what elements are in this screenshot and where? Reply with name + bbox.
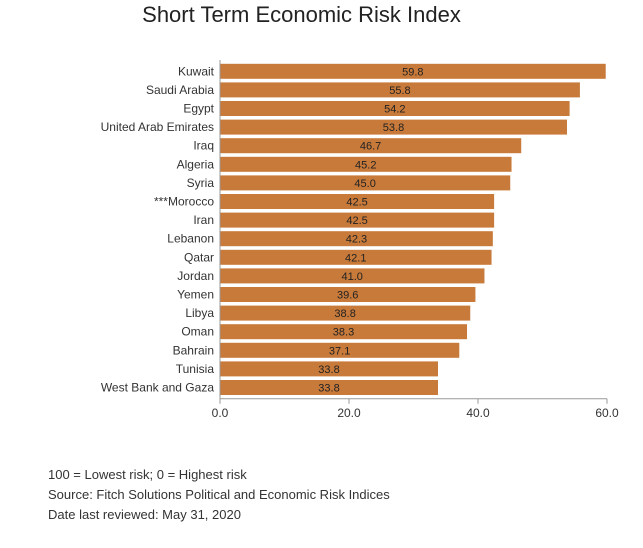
data-label: 55.8 [389, 85, 410, 97]
x-tick-label: 60.0 [595, 406, 619, 420]
data-label: 45.2 [355, 159, 376, 171]
category-label: Saudi Arabia [146, 83, 214, 97]
bar [220, 361, 439, 377]
bar-chart: Kuwait 59.8 Saudi Arabia 55.8 Egypt 54.2 Unite… [101, 60, 619, 420]
x-tick-label: 40.0 [466, 406, 490, 420]
category-label: Tunisia [176, 362, 215, 376]
category-label: Syria [187, 176, 215, 190]
category-label: Kuwait [178, 64, 215, 78]
source-note: Source: Fitch Solutions Political and Ec… [48, 487, 390, 502]
bar [220, 156, 512, 172]
category-label: Lebanon [167, 232, 214, 246]
bar [220, 380, 439, 395]
data-label: 42.5 [346, 197, 367, 209]
category-label: ***Morocco [154, 195, 214, 209]
x-tick-label: 20.0 [337, 406, 361, 420]
chart-title: Short Term Economic Risk Index [142, 2, 461, 27]
category-label: Oman [181, 325, 214, 339]
data-label: 33.8 [318, 383, 339, 395]
category-label: Algeria [177, 157, 215, 171]
category-label: Iran [193, 213, 214, 227]
data-label: 54.2 [384, 104, 405, 116]
bar [220, 175, 511, 191]
bar [220, 324, 468, 340]
bar [220, 212, 495, 228]
data-label: 59.8 [402, 66, 423, 78]
review-date-note: Date last reviewed: May 31, 2020 [48, 507, 241, 522]
data-label: 38.3 [333, 327, 354, 339]
data-label: 42.1 [345, 252, 366, 264]
data-label: 45.0 [354, 178, 375, 190]
chart-notes: 100 = Lowest risk; 0 = Highest risk Sour… [48, 465, 390, 525]
bar [220, 287, 476, 302]
bar [220, 101, 570, 116]
bar [220, 138, 522, 154]
bar [220, 119, 568, 135]
bar [220, 305, 471, 321]
data-label: 42.3 [346, 234, 367, 246]
bar [220, 342, 460, 358]
data-label: 37.1 [329, 345, 350, 357]
data-label: 41.0 [342, 271, 363, 283]
data-label: 42.5 [346, 215, 367, 227]
bar [220, 82, 580, 98]
category-label: Bahrain [173, 343, 214, 357]
bar [220, 231, 493, 247]
data-label: 38.8 [334, 308, 355, 320]
data-label: 53.8 [383, 122, 404, 134]
bar [220, 194, 495, 209]
x-tick-label: 0.0 [212, 406, 229, 420]
category-label: West Bank and Gaza [101, 381, 215, 395]
data-label: 33.8 [318, 364, 339, 376]
category-label: Egypt [183, 102, 214, 116]
data-label: 46.7 [360, 141, 381, 153]
bar [220, 268, 485, 284]
scale-note: 100 = Lowest risk; 0 = Highest risk [48, 467, 247, 482]
category-label: Jordan [177, 269, 214, 283]
category-label: Libya [185, 306, 214, 320]
category-label: Yemen [177, 288, 214, 302]
bar [220, 249, 492, 265]
category-label: Iraq [193, 139, 214, 153]
data-label: 39.6 [337, 290, 358, 302]
category-label: Qatar [184, 250, 214, 264]
bar [220, 63, 606, 79]
category-label: United Arab Emirates [101, 120, 214, 134]
